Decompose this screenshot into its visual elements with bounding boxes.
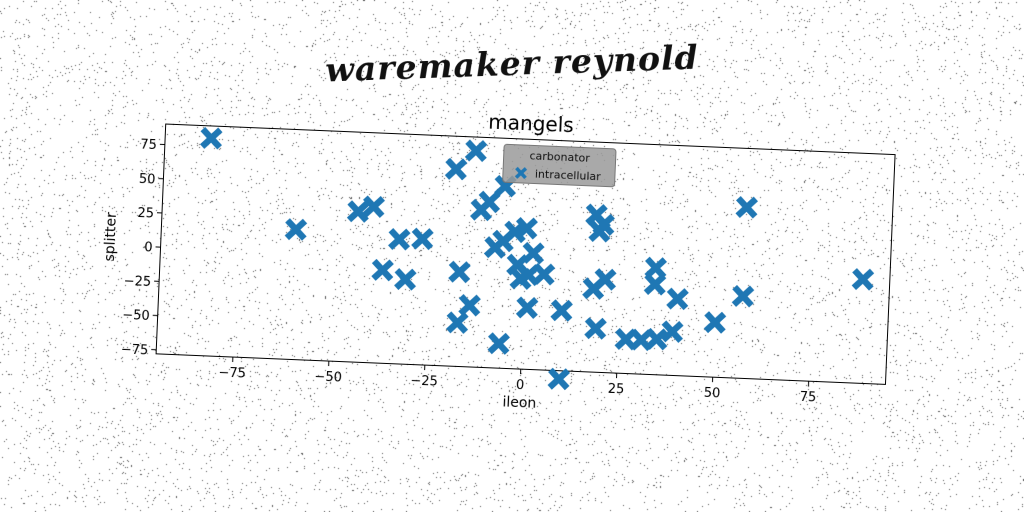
data-point bbox=[703, 311, 727, 334]
x-tick-label: −75 bbox=[218, 365, 246, 381]
y-tick-label: 0 bbox=[144, 240, 153, 255]
y-tick-label: −75 bbox=[120, 342, 148, 358]
data-point bbox=[487, 332, 510, 355]
x-tick-label: 50 bbox=[703, 386, 720, 402]
data-point bbox=[200, 126, 223, 150]
chart-container: −75 −50 −25 0 25 50 75 −75 −50 −25 0 25 50 75 mangel… bbox=[68, 85, 922, 480]
x-tick-label: −50 bbox=[314, 369, 342, 385]
y-tick-label: 25 bbox=[137, 206, 154, 222]
x-tick-label: −25 bbox=[410, 374, 438, 390]
data-point bbox=[411, 227, 434, 251]
data-point bbox=[515, 296, 539, 319]
data-point bbox=[645, 327, 668, 351]
x-tick-label: 25 bbox=[607, 382, 624, 398]
data-point bbox=[448, 260, 471, 284]
legend-box bbox=[502, 143, 617, 188]
data-point bbox=[661, 320, 684, 343]
data-point bbox=[444, 157, 468, 181]
data-point bbox=[532, 262, 556, 286]
legend: carbonator intracellular bbox=[502, 143, 617, 188]
data-markers bbox=[200, 126, 875, 391]
data-point bbox=[644, 256, 667, 280]
legend-title: carbonator bbox=[529, 149, 590, 165]
x-axis-label: ileon bbox=[502, 394, 536, 411]
y-tick-label: 50 bbox=[139, 172, 156, 188]
y-tick-label: −50 bbox=[122, 308, 150, 324]
data-point bbox=[284, 218, 308, 241]
data-point bbox=[458, 294, 481, 317]
data-point bbox=[470, 198, 493, 222]
data-point bbox=[851, 268, 875, 291]
data-point bbox=[735, 196, 759, 219]
data-point bbox=[592, 213, 615, 236]
data-point bbox=[584, 317, 607, 340]
data-point bbox=[731, 284, 755, 308]
scatter-chart: −75 −50 −25 0 25 50 75 −75 −50 −25 0 25 50 75 mangel… bbox=[102, 110, 896, 412]
legend-marker-x-icon bbox=[514, 166, 528, 180]
data-point bbox=[371, 258, 394, 282]
chart-title: mangels bbox=[488, 110, 574, 138]
y-axis-ticks: −75 −50 −25 0 25 50 75 bbox=[120, 138, 165, 358]
data-point bbox=[362, 195, 386, 218]
data-point bbox=[547, 367, 571, 391]
data-point bbox=[394, 268, 417, 291]
x-axis-ticks: −75 −50 −25 0 25 50 75 bbox=[218, 357, 817, 406]
data-point bbox=[550, 299, 573, 322]
data-point bbox=[666, 287, 689, 311]
data-point bbox=[346, 200, 370, 223]
x-tick-label: 0 bbox=[516, 378, 525, 393]
data-point bbox=[515, 216, 538, 240]
y-tick-label: 75 bbox=[140, 138, 157, 154]
data-point bbox=[464, 139, 488, 163]
data-point bbox=[643, 273, 667, 296]
data-point bbox=[388, 228, 411, 251]
data-point bbox=[582, 277, 605, 300]
y-axis-label: splitter bbox=[102, 212, 120, 262]
data-point bbox=[446, 311, 469, 334]
legend-entry-label: intracellular bbox=[535, 168, 602, 184]
x-tick-label: 75 bbox=[799, 390, 816, 406]
y-tick-label: −25 bbox=[123, 274, 151, 290]
